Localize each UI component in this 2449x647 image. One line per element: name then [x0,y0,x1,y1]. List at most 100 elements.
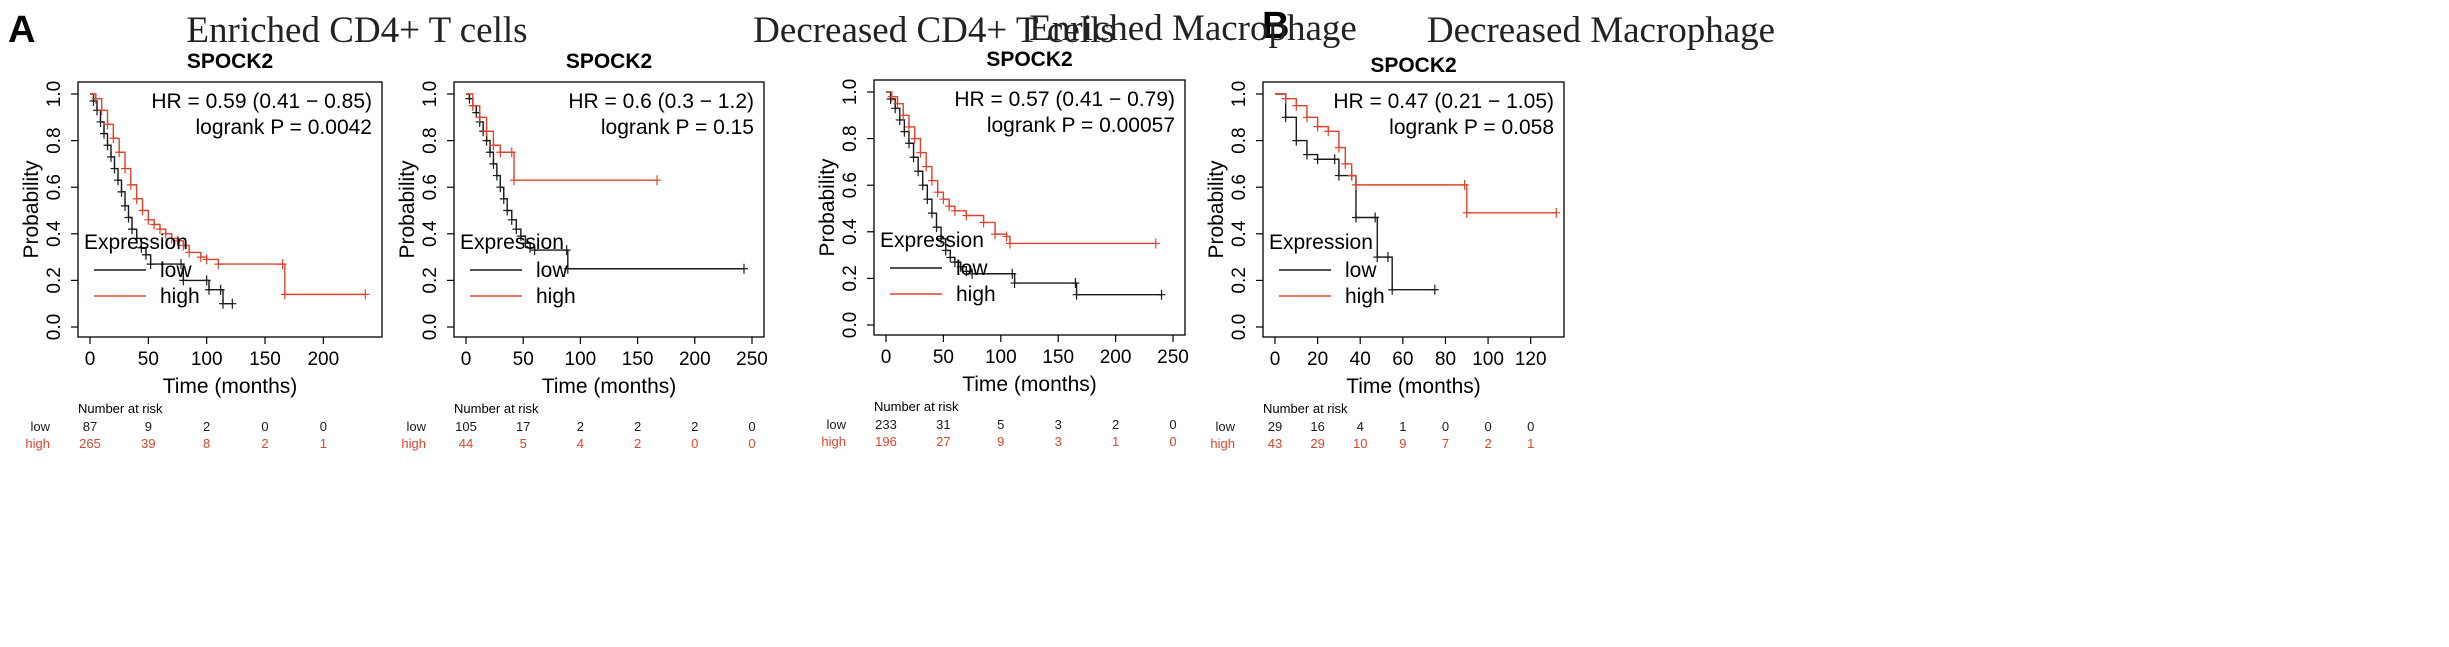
x-tick-label: 0 [461,349,472,370]
risk-value-high: 2 [1484,436,1491,451]
censor-mark-low [1351,212,1360,223]
y-tick-label: 0.6 [840,172,861,198]
risk-row-label-low: low [826,417,846,432]
censor-mark-low [216,284,225,295]
km-plot-group: Enriched CD4+ T cellsSPOCK20.00.20.40.60… [20,8,1775,451]
censor-mark-low [1292,135,1301,146]
y-tick-label: 0.6 [420,174,441,200]
censor-mark-high [904,121,913,132]
censor-mark-high [482,126,491,137]
censor-mark-low [465,93,474,104]
y-tick-label: 1.0 [840,79,861,105]
censor-mark-low [1157,289,1166,300]
km-plot-2: Decreased CD4+ T cellsSPOCK20.00.20.40.6… [396,10,1115,451]
x-tick-label: 50 [933,347,954,368]
censor-mark-low [1071,278,1080,289]
logrank-annotation: logrank P = 0.15 [601,116,754,139]
censor-mark-low [496,182,505,193]
censor-mark-high [150,219,159,230]
censor-mark-high [1552,207,1561,218]
risk-value-low: 3 [1055,417,1062,432]
risk-value-high: 9 [997,434,1004,449]
gene-label: SPOCK2 [566,50,652,73]
hr-annotation: HR = 0.6 (0.3 − 1.2) [568,90,754,113]
plot-frame [453,81,765,338]
censor-mark-low [962,266,971,277]
censor-mark-high [278,259,287,270]
y-tick-label: 0.0 [1229,314,1250,340]
censor-mark-low [137,242,146,253]
censor-mark-high [893,98,902,109]
y-tick-label: 0.0 [44,314,65,340]
risk-value-low: 16 [1310,419,1324,434]
censor-mark-low [526,242,535,253]
censor-mark-low [895,114,904,125]
risk-value-high: 10 [1353,436,1367,451]
panel-letter-a: A [8,9,35,51]
risk-row-label-high: high [821,434,846,449]
risk-value-high: 1 [1527,436,1534,451]
censor-mark-low [503,205,512,216]
x-tick-label: 100 [1472,349,1504,370]
censor-mark-high [1302,112,1311,123]
censor-mark-high [1460,179,1469,190]
y-tick-label: 0.8 [840,125,861,151]
risk-value-low: 105 [455,419,477,434]
censor-mark-high [280,289,289,300]
risk-value-high: 8 [203,436,210,451]
censor-mark-high [91,93,100,104]
censor-mark-low [950,257,959,268]
censor-mark-high [161,228,170,239]
censor-mark-low [886,93,895,104]
censor-mark-low [179,275,188,286]
risk-value-high: 0 [748,436,755,451]
censor-mark-high [179,240,188,251]
censor-mark-low [103,140,112,151]
risk-value-low: 29 [1268,419,1282,434]
censor-mark-low [904,138,913,149]
censor-mark-high [1002,231,1011,242]
legend-label-low: low [956,257,988,280]
censor-mark-high [933,187,942,198]
risk-value-low: 2 [1112,417,1119,432]
x-tick-label: 250 [736,349,768,370]
censor-mark-high [496,147,505,158]
panel-letter-b: B [1262,5,1289,47]
censor-mark-low [956,261,965,272]
km-curve-low [1275,93,1435,291]
censor-mark-high [115,147,124,158]
censor-mark-high [922,161,931,172]
censor-mark-low [482,135,491,146]
risk-value-low: 0 [1169,417,1176,432]
censor-mark-high [1324,126,1333,137]
censor-mark-high [939,194,948,205]
censor-mark-low [486,147,495,158]
x-tick-label: 150 [249,349,281,370]
censor-mark-high [962,210,971,221]
risk-row-label-high: high [1210,436,1235,451]
risk-value-high: 1 [320,436,327,451]
censor-mark-high [126,179,135,190]
censor-mark-low [1302,149,1311,160]
risk-value-high: 7 [1442,436,1449,451]
risk-table-title: Number at risk [78,401,163,416]
x-tick-label: 150 [622,349,654,370]
censor-mark-low [563,263,572,274]
censor-mark-low [124,212,133,223]
y-tick-label: 1.0 [420,81,441,107]
risk-value-low: 233 [875,417,897,432]
censor-mark-low [1371,212,1380,223]
censor-mark-high [202,254,211,265]
censor-mark-low [117,186,126,197]
plot-frame [873,79,1186,336]
censor-mark-low [1373,252,1382,263]
censor-mark-high [945,201,954,212]
censor-mark-low [202,275,211,286]
censor-mark-high [1341,158,1350,169]
censor-mark-high [1313,121,1322,132]
y-tick-label: 0.8 [1229,127,1250,153]
risk-value-low: 31 [936,417,950,432]
risk-value-high: 265 [79,436,101,451]
